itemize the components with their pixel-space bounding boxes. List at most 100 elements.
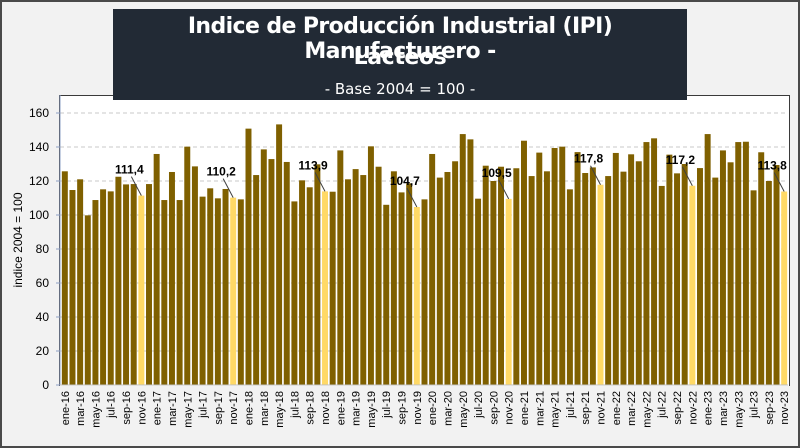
bar-jul-17: [199, 196, 206, 385]
y-tick-label: 40: [36, 310, 50, 324]
bar-abr-17: [176, 200, 183, 385]
x-tick-label: may-17: [182, 391, 194, 428]
bar-ene-17: [153, 153, 160, 385]
bar-sep-18: [306, 187, 313, 385]
bar-may-22: [643, 142, 650, 385]
x-tick-label: ene-18: [243, 391, 255, 425]
bar-feb-21: [528, 176, 535, 385]
y-axis-label: indice 2004 = 100: [11, 192, 25, 287]
bar-abr-22: [635, 161, 642, 385]
bar-jun-21: [559, 146, 566, 385]
x-tick-label: nov-21: [596, 391, 608, 425]
bar-jun-18: [283, 161, 290, 385]
x-tick-label: mar-21: [534, 391, 546, 426]
chart-subtitle: - Base 2004 = 100 -: [324, 80, 476, 98]
x-tick-label: sep-16: [121, 391, 133, 425]
bar-abr-20: [452, 161, 459, 385]
x-tick-label: jul-18: [289, 391, 301, 419]
bar-abr-16: [84, 215, 91, 385]
annotation-leader-nov-21: [590, 165, 601, 185]
bar-oct-19: [406, 183, 413, 385]
bar-nov-20: [505, 198, 512, 385]
bar-may-18: [276, 124, 283, 385]
bar-jul-16: [107, 191, 114, 385]
bar-mar-21: [536, 152, 543, 385]
bar-feb-18: [253, 175, 260, 385]
annotation-label-nov-17: 110,2: [206, 165, 236, 179]
x-tick-label: mar-18: [259, 391, 271, 426]
bar-jul-18: [291, 201, 298, 385]
bar-mar-19: [352, 169, 359, 385]
x-tick-label: mar-23: [718, 391, 730, 426]
bar-ago-20: [482, 165, 489, 385]
bar-abr-23: [727, 162, 734, 385]
annotation-label-nov-20: 109,5: [482, 166, 512, 180]
bars: [61, 124, 788, 385]
annotation-leader-nov-17: [222, 178, 234, 198]
bar-nov-22: [689, 185, 696, 385]
y-tick-label: 0: [42, 378, 49, 392]
chart-title-line2: Lácteos: [353, 45, 447, 70]
bar-mar-20: [444, 171, 451, 385]
bar-dic-17: [237, 199, 244, 385]
x-tick-label: ene-21: [519, 391, 531, 425]
y-tick-label: 140: [29, 140, 49, 154]
bar-abr-21: [543, 171, 550, 385]
bar-abr-18: [268, 159, 275, 385]
x-tick-label: jul-20: [473, 391, 485, 419]
annotation-label-nov-22: 117,2: [666, 153, 696, 167]
x-tick-label: nov-20: [504, 391, 516, 425]
bar-sep-17: [214, 198, 221, 385]
x-tick-label: nov-17: [228, 391, 240, 425]
bar-ago-22: [666, 154, 673, 385]
bar-jul-21: [566, 189, 573, 385]
y-tick-label: 20: [36, 344, 50, 358]
x-tick-label: jul-16: [106, 391, 118, 419]
bar-mar-22: [628, 154, 635, 385]
bar-ene-19: [337, 150, 344, 385]
x-tick-label: mar-19: [351, 391, 363, 426]
bar-ago-19: [390, 171, 397, 385]
y-tick-label: 160: [29, 106, 49, 120]
x-tick-label: jul-23: [749, 391, 761, 419]
bar-ago-16: [115, 176, 122, 385]
bar-feb-17: [161, 200, 168, 385]
bar-oct-17: [222, 188, 229, 385]
bar-dic-22: [697, 168, 703, 385]
bar-abr-19: [360, 175, 367, 385]
x-tick-label: jul-22: [657, 391, 669, 419]
x-tick-label: nov-22: [687, 391, 699, 425]
bar-jun-16: [100, 189, 107, 385]
bar-jul-20: [475, 198, 482, 385]
bar-dic-20: [513, 168, 520, 385]
bar-mar-17: [168, 171, 175, 385]
annotation-leader-nov-22: [681, 166, 693, 186]
x-tick-label: nov-19: [412, 391, 424, 425]
x-tick-label: ene-16: [60, 391, 72, 425]
bar-feb-20: [436, 177, 443, 385]
bar-may-16: [92, 200, 99, 385]
x-tick-label: ene-19: [335, 391, 347, 425]
x-tick-label: nov-16: [136, 391, 148, 425]
bar-oct-23: [773, 165, 780, 385]
bar-dic-21: [605, 176, 612, 385]
bar-mar-18: [260, 149, 267, 385]
bar-oct-20: [498, 166, 505, 385]
bar-jul-22: [658, 185, 665, 385]
bar-ene-21: [521, 140, 527, 385]
annotations: 111,4 110,2 113,9 104,7 109,5 117,8 117,2 113,8: [115, 152, 787, 208]
bar-sep-16: [123, 184, 130, 385]
bar-jun-23: [742, 141, 749, 385]
annotation-leader-nov-19: [406, 187, 418, 208]
y-tick-label: 120: [29, 174, 49, 188]
title-box: Indice de Producción Industrial (IPI) Ma…: [113, 9, 687, 100]
bar-jun-19: [375, 166, 382, 385]
x-tick-label: jul-19: [381, 391, 393, 419]
bar-may-21: [551, 148, 558, 385]
x-tick-label: sep-18: [305, 391, 317, 425]
bar-nov-23: [781, 191, 788, 385]
x-tick-label: ene-23: [703, 391, 715, 425]
x-tick-label: sep-22: [672, 391, 684, 425]
bar-ago-23: [758, 152, 765, 385]
